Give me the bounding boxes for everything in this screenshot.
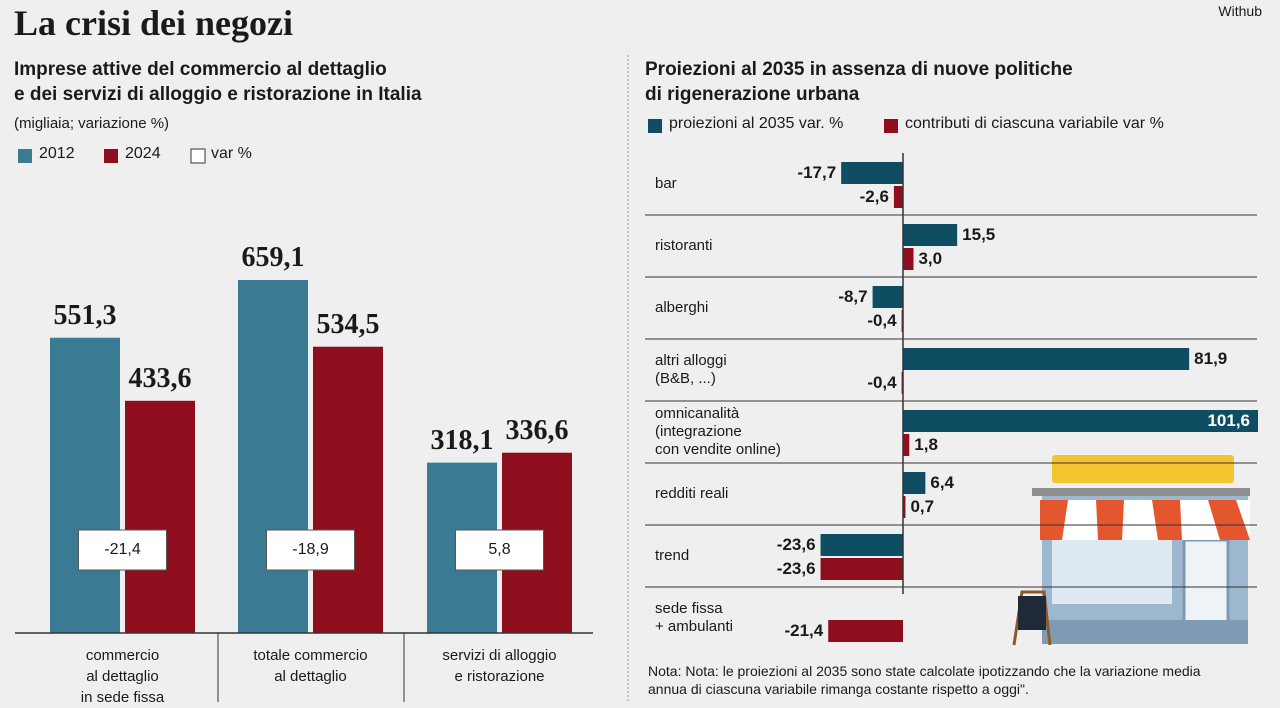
source: Withub bbox=[1218, 3, 1262, 19]
bar bbox=[238, 280, 308, 633]
category-label: redditi reali bbox=[655, 485, 729, 502]
legend-label: 2012 bbox=[39, 145, 75, 162]
note: Nota: Nota: le proiezioni al 2035 sono s… bbox=[648, 663, 1201, 697]
value-label: 3,0 bbox=[918, 249, 943, 268]
category-label: omnicanalità (integrazione con vendite o… bbox=[655, 405, 781, 458]
var-box bbox=[266, 529, 355, 571]
category-label: alberghi bbox=[655, 299, 709, 316]
category-label: ristoranti bbox=[655, 237, 713, 254]
bar bbox=[313, 346, 383, 633]
bar bbox=[903, 472, 926, 494]
var-label: 5,8 bbox=[488, 541, 511, 558]
value-label: -21,4 bbox=[784, 621, 824, 640]
legend-label: proiezioni al 2035 var. % bbox=[669, 115, 844, 132]
legend-swatch bbox=[104, 149, 118, 163]
legend-swatch bbox=[648, 119, 662, 133]
bar bbox=[903, 410, 1258, 432]
shop-illustration bbox=[1012, 455, 1250, 646]
bar bbox=[903, 224, 958, 246]
value-label: 318,1 bbox=[430, 424, 494, 456]
var-box bbox=[455, 529, 544, 571]
value-label: 101,6 bbox=[1207, 411, 1250, 430]
legend-swatch bbox=[884, 119, 898, 133]
category-label: altri alloggi (B&B, ...) bbox=[655, 352, 727, 387]
legend-label: contributi di ciascuna variabile var % bbox=[905, 115, 1164, 132]
value-label: 1,8 bbox=[914, 435, 938, 454]
value-label: -23,6 bbox=[776, 559, 816, 578]
value-label: 15,5 bbox=[962, 225, 996, 244]
bar bbox=[903, 496, 906, 518]
bar bbox=[872, 286, 903, 308]
value-label: -8,7 bbox=[838, 287, 868, 306]
legend-label: var % bbox=[211, 145, 252, 162]
page-title: La crisi dei negozi bbox=[14, 3, 293, 43]
value-label: -0,4 bbox=[867, 311, 897, 330]
bar bbox=[893, 186, 903, 208]
var-box bbox=[78, 529, 167, 571]
category-label: servizi di alloggio e ristorazione bbox=[442, 647, 557, 685]
bar bbox=[828, 620, 903, 642]
category-label: commercio al dettaglio in sede fissa bbox=[80, 647, 165, 706]
value-label: -2,6 bbox=[859, 187, 889, 206]
value-label: 336,6 bbox=[505, 414, 569, 446]
bar bbox=[841, 162, 903, 184]
value-label: 551,3 bbox=[53, 299, 117, 331]
var-label: -18,9 bbox=[292, 541, 329, 558]
value-label: 81,9 bbox=[1194, 349, 1228, 368]
category-label: bar bbox=[655, 175, 677, 192]
category-label: totale commercio al dettaglio bbox=[253, 647, 368, 685]
bar bbox=[820, 558, 903, 580]
bar bbox=[820, 534, 903, 556]
category-label: sede fissa + ambulanti bbox=[655, 600, 733, 635]
legend-swatch bbox=[18, 149, 32, 163]
value-label: 6,4 bbox=[930, 473, 954, 492]
chart-title: Proiezioni al 2035 in assenza di nuove p… bbox=[645, 59, 1073, 105]
value-label: -0,4 bbox=[867, 373, 897, 392]
chart-title: Imprese attive del commercio al dettagli… bbox=[14, 59, 422, 105]
bar bbox=[903, 248, 914, 270]
value-label: 534,5 bbox=[316, 308, 380, 340]
legend-label: 2024 bbox=[125, 145, 161, 162]
value-label: -17,7 bbox=[797, 163, 837, 182]
value-label: 659,1 bbox=[241, 242, 305, 273]
bar bbox=[125, 400, 195, 633]
category-label: trend bbox=[655, 547, 690, 564]
value-label: 433,6 bbox=[128, 362, 192, 394]
chart-subtitle: (migliaia; variazione %) bbox=[14, 115, 170, 132]
value-label: 0,7 bbox=[910, 497, 935, 516]
var-label: -21,4 bbox=[104, 541, 141, 558]
bar bbox=[903, 348, 1190, 370]
bar bbox=[903, 434, 910, 456]
legend-swatch bbox=[190, 148, 206, 164]
bar bbox=[50, 337, 120, 633]
value-label: -23,6 bbox=[776, 535, 816, 554]
